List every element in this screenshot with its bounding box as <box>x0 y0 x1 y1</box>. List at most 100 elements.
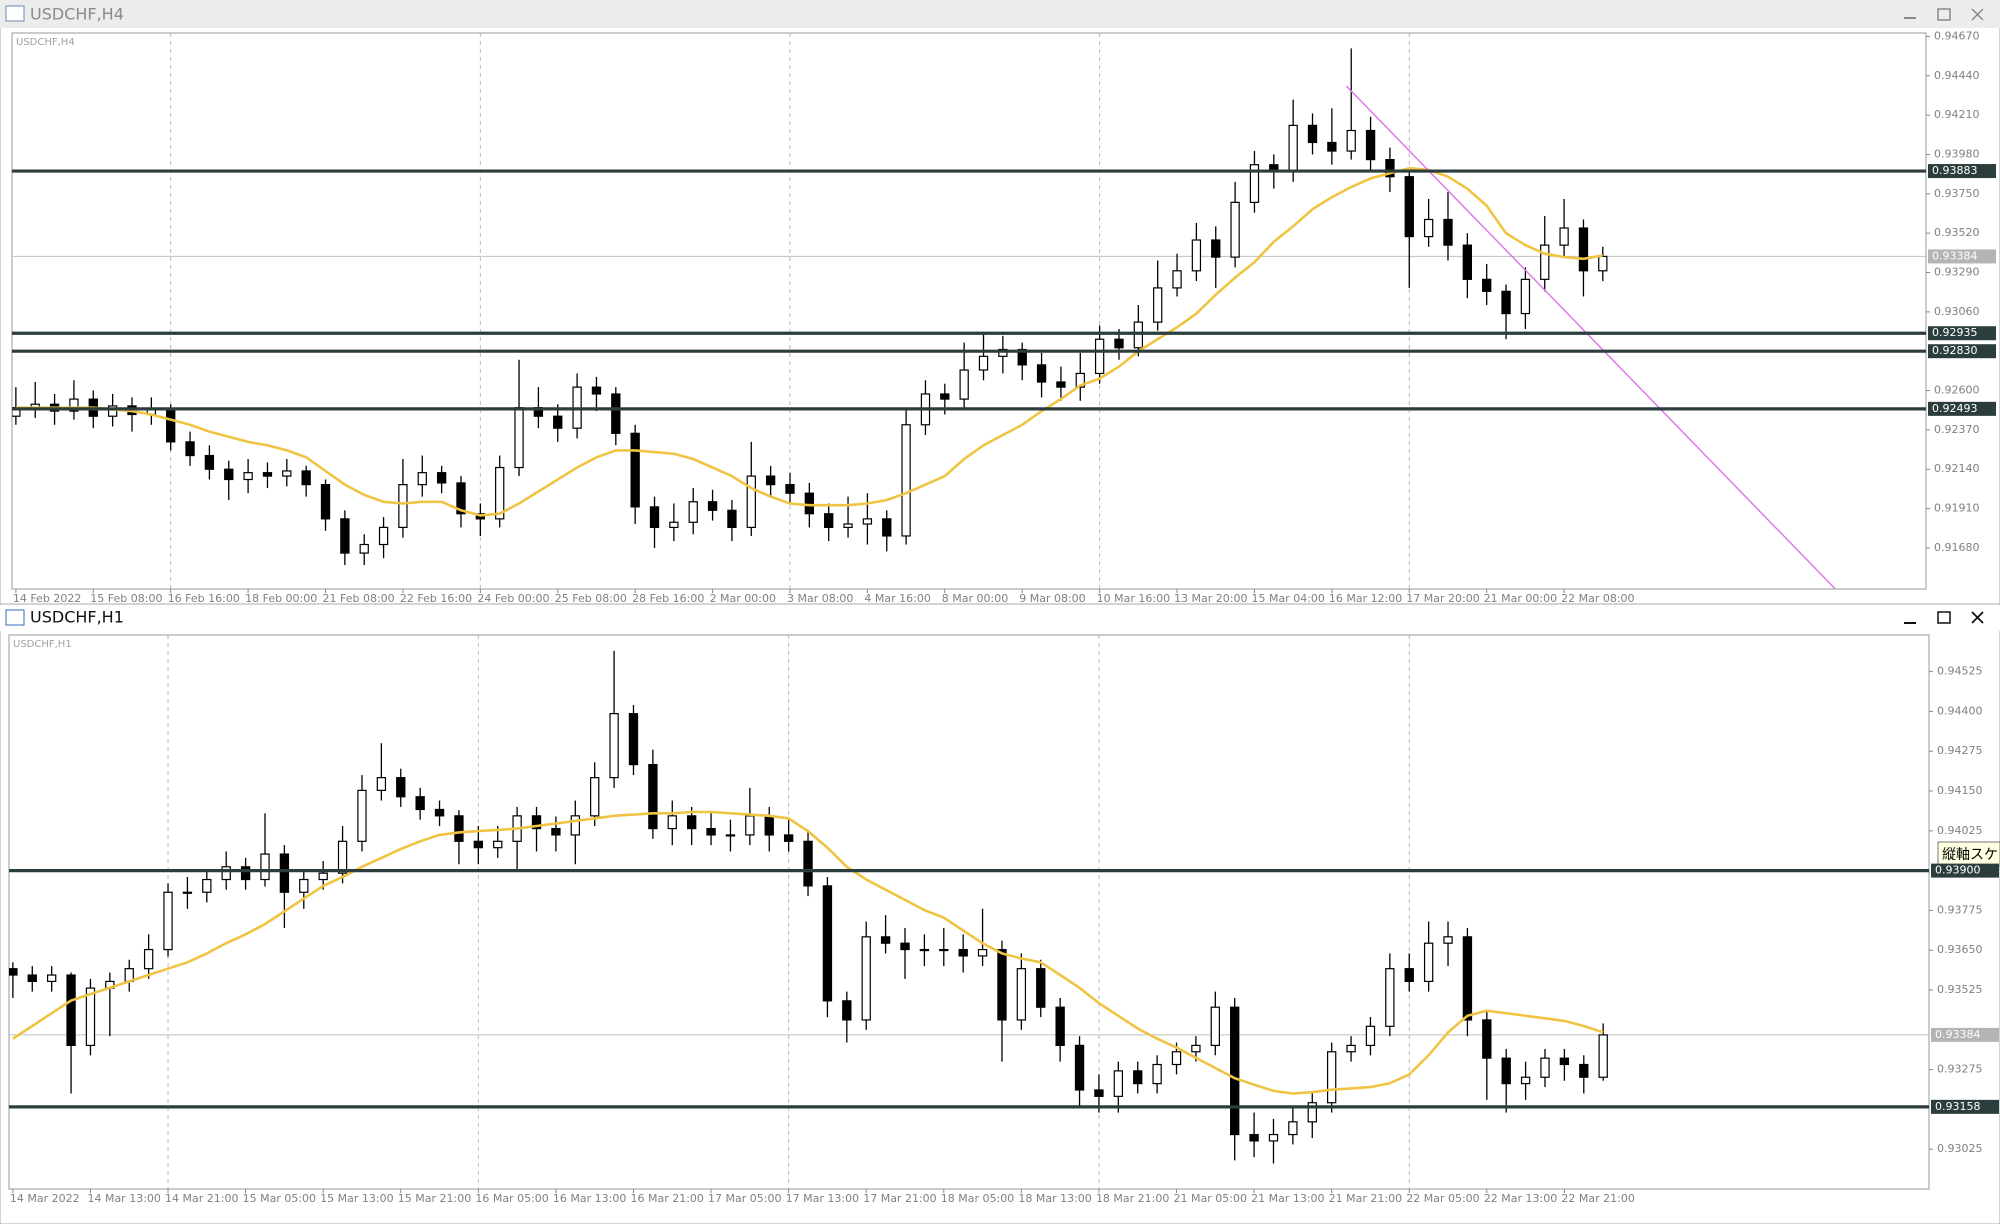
chart-label: USDCHF,H1 <box>13 639 72 650</box>
candle-body <box>243 472 253 481</box>
candle-body <box>320 484 331 520</box>
candle-body <box>1326 1051 1337 1104</box>
x-tick-label: 2 Mar 00:00 <box>710 592 776 605</box>
candle-body <box>1423 218 1434 238</box>
candle-body <box>1153 287 1163 323</box>
close-button[interactable] <box>1971 611 1984 624</box>
y-tick-label: 0.93520 <box>1934 226 1980 239</box>
x-tick-label: 18 Mar 21:00 <box>1096 1192 1169 1205</box>
candle-body <box>804 492 815 515</box>
candle-body <box>456 482 466 515</box>
candle-body <box>1501 290 1511 315</box>
candle-body <box>609 713 619 779</box>
window-frame <box>0 603 2000 1224</box>
price-label: 0.93384 <box>1935 1028 1981 1041</box>
candle-body <box>669 521 679 529</box>
candle-body <box>919 948 930 952</box>
y-tick-label: 0.92370 <box>1934 423 1980 436</box>
window-title: USDCHF,H1 <box>30 608 124 627</box>
x-tick-label: 15 Mar 05:00 <box>243 1192 316 1205</box>
candle-body <box>649 506 660 529</box>
candle-body <box>224 468 234 481</box>
x-tick-label: 16 Mar 05:00 <box>475 1192 548 1205</box>
level-label-box <box>1928 326 1996 341</box>
candle-body <box>202 878 212 893</box>
x-tick-label: 14 Mar 2022 <box>10 1192 80 1205</box>
title-bar <box>0 605 2000 631</box>
level-label: 0.92935 <box>1932 326 1978 339</box>
candle-body <box>359 543 369 554</box>
x-tick-label: 13 Mar 20:00 <box>1174 592 1247 605</box>
x-tick-label: 21 Mar 13:00 <box>1251 1192 1324 1205</box>
candle-body <box>1443 936 1453 944</box>
x-tick-label: 16 Feb 16:00 <box>168 592 240 605</box>
candle-body <box>901 424 911 537</box>
x-tick-label: 15 Mar 13:00 <box>320 1192 393 1205</box>
candle-body <box>1462 244 1473 280</box>
candle-body <box>1191 239 1202 272</box>
candle-body <box>785 484 795 494</box>
candle-body <box>707 501 718 511</box>
candle-body <box>1559 227 1569 246</box>
candle-body <box>1579 1063 1589 1078</box>
candle-body <box>1230 201 1240 258</box>
x-tick-label: 17 Mar 05:00 <box>708 1192 781 1205</box>
candle-body <box>939 948 949 952</box>
y-tick-label: 0.92600 <box>1934 384 1980 397</box>
candle-body <box>746 475 756 529</box>
candle-body <box>69 398 79 412</box>
candle-body <box>880 936 891 944</box>
candle-body <box>803 840 813 887</box>
candle-body <box>1036 364 1047 383</box>
candle-body <box>1268 1133 1279 1142</box>
candle-body <box>378 526 389 546</box>
candle-body <box>1017 348 1027 366</box>
candle-body <box>1540 244 1550 280</box>
candle-body <box>1211 239 1221 258</box>
candle-body <box>27 974 37 983</box>
candle-body <box>824 513 834 529</box>
y-tick-label: 0.93275 <box>1937 1063 1983 1076</box>
candle-body <box>454 815 464 842</box>
y-tick-label: 0.94025 <box>1937 824 1983 837</box>
candle-body <box>648 763 658 830</box>
x-tick-label: 16 Mar 12:00 <box>1329 592 1402 605</box>
x-tick-label: 16 Mar 13:00 <box>553 1192 626 1205</box>
candle-body <box>337 840 348 874</box>
x-tick-label: 22 Mar 08:00 <box>1561 592 1634 605</box>
x-tick-label: 17 Mar 20:00 <box>1406 592 1479 605</box>
candle-body <box>1172 270 1182 289</box>
level-label: 0.93900 <box>1935 864 1981 877</box>
y-tick-label: 0.94210 <box>1934 108 1980 121</box>
candle-body <box>376 777 387 791</box>
candle-body <box>495 466 505 520</box>
x-tick-label: 28 Feb 16:00 <box>632 592 704 605</box>
candle-body <box>9 968 18 976</box>
maximize-button[interactable] <box>1937 611 1951 624</box>
window-frame <box>0 0 2000 605</box>
candle-body <box>590 777 600 817</box>
candle-body <box>514 407 524 469</box>
y-tick-label: 0.93290 <box>1934 266 1980 279</box>
y-tick-label: 0.94670 <box>1934 29 1980 42</box>
candle-body <box>1055 1006 1065 1047</box>
plot-frame <box>11 32 1927 590</box>
candle-body <box>1365 1025 1376 1047</box>
level-label-box <box>1928 164 1996 179</box>
x-tick-label: 21 Mar 05:00 <box>1174 1192 1247 1205</box>
x-tick-label: 22 Feb 16:00 <box>400 592 472 605</box>
close-button[interactable] <box>1971 8 1984 21</box>
candle-body <box>282 470 292 477</box>
candle-body <box>862 518 873 525</box>
candle-body <box>1540 1057 1550 1078</box>
x-tick-label: 17 Mar 21:00 <box>863 1192 936 1205</box>
candle-body <box>1094 338 1105 375</box>
candle-body <box>591 386 602 395</box>
plot-frame <box>8 634 1930 1190</box>
candle-body <box>1191 1044 1201 1053</box>
maximize-button[interactable] <box>1937 8 1951 21</box>
candle-body <box>143 948 154 970</box>
candle-body <box>630 432 640 508</box>
